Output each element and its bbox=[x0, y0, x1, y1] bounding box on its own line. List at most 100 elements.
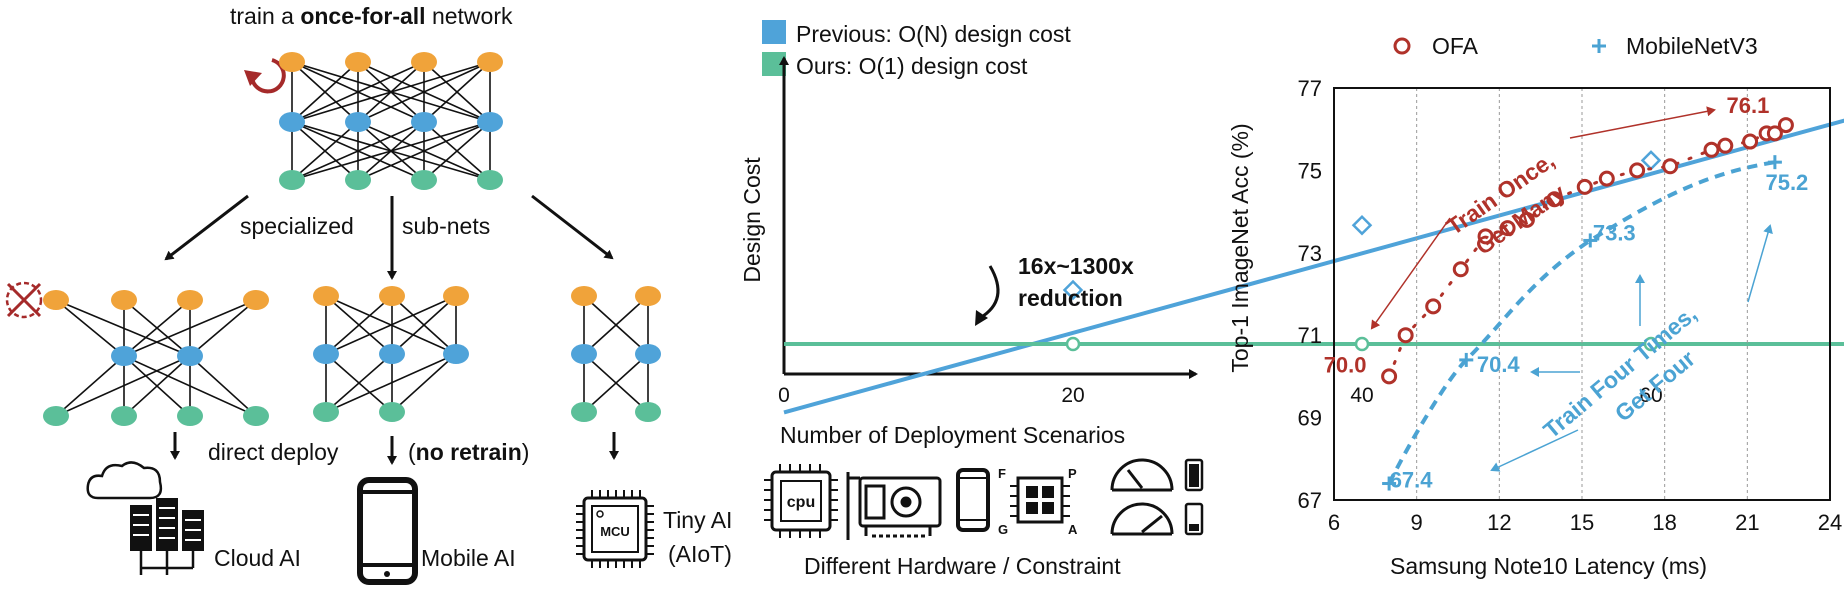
subnet-medium-edge bbox=[325, 295, 457, 355]
reduction-label-line1: 16x~1300x bbox=[1018, 253, 1134, 279]
subnet-large-node bbox=[43, 406, 69, 426]
legend-ofa-label: OFA bbox=[1432, 33, 1479, 59]
ofa-net-edge bbox=[291, 61, 425, 123]
subnet-large-edge bbox=[55, 299, 125, 357]
ofa-net-node bbox=[279, 170, 305, 190]
ofa-point bbox=[1662, 158, 1679, 175]
subnet-medium-node bbox=[443, 344, 469, 364]
mbv3-series-line bbox=[1387, 160, 1776, 485]
x-tick-label: 20 bbox=[1061, 384, 1084, 407]
subnet-medium-node bbox=[443, 286, 469, 306]
subnet-large-edges bbox=[55, 299, 257, 417]
subnets-label: sub-nets bbox=[402, 213, 490, 239]
subnet-small-edge bbox=[583, 295, 649, 355]
legend-mbv3-label: MobileNetV3 bbox=[1626, 33, 1758, 59]
ofa-net-node bbox=[477, 52, 503, 72]
accuracy-ylabel: Top-1 ImageNet Acc (%) bbox=[1227, 123, 1253, 372]
subnet-large-edge bbox=[123, 355, 191, 417]
previous-point bbox=[1062, 279, 1084, 301]
subnet-large-node bbox=[111, 406, 137, 426]
subnet-small-node bbox=[571, 286, 597, 306]
ofa-net-edges bbox=[291, 61, 491, 181]
ours-point bbox=[1354, 336, 1370, 352]
fpga-letter-g: G bbox=[998, 522, 1008, 537]
x-tick-label: 9 bbox=[1411, 510, 1423, 535]
left-panel: train a once-for-all network specialized… bbox=[5, 3, 732, 585]
ofa-net-node bbox=[279, 112, 305, 132]
previous-point bbox=[1351, 214, 1373, 236]
fpga-letter-f: F bbox=[998, 466, 1006, 481]
x-tick-label: 6 bbox=[1328, 510, 1340, 535]
x-tick-label: 40 bbox=[1350, 384, 1373, 407]
cpu-chip-label: cpu bbox=[787, 494, 815, 511]
ofa-point bbox=[1742, 133, 1759, 150]
subnet-large-edge bbox=[189, 299, 257, 357]
ours-point bbox=[1643, 336, 1659, 352]
ofa-net-edge bbox=[423, 61, 491, 123]
plot-frame bbox=[1333, 87, 1831, 501]
ofa-point bbox=[1397, 327, 1414, 344]
x-tick-label: 15 bbox=[1570, 510, 1594, 535]
ofa-net-edge bbox=[291, 61, 359, 123]
x-tick-label: 18 bbox=[1652, 510, 1676, 535]
pruned-icon bbox=[5, 281, 43, 319]
ofa-net-node bbox=[411, 112, 437, 132]
ofa-net-node bbox=[345, 170, 371, 190]
ofa-point bbox=[1717, 137, 1734, 154]
subnet-large-node bbox=[111, 346, 137, 366]
subnet-medium-edge bbox=[325, 295, 393, 355]
fpga-letter-p: P bbox=[1068, 466, 1077, 481]
subnet-large-edge bbox=[55, 355, 125, 417]
subnet-medium-edge bbox=[325, 353, 457, 413]
accuracy-latency-chart: 6 9 12 15 18 21 2467697173757770.076.167.470.4… bbox=[1298, 76, 1843, 535]
tiny-ai-label: Tiny AI bbox=[663, 507, 732, 533]
phone-icon bbox=[357, 477, 418, 585]
ofa-point bbox=[1703, 141, 1720, 158]
specialized-label: specialized bbox=[240, 213, 354, 239]
deploy-label: direct deploy bbox=[208, 439, 339, 465]
right-panel: OFA MobileNetV3 6 9 12 15 18 21 24676971737577… bbox=[1227, 33, 1842, 579]
subnet-medium-edge bbox=[391, 295, 457, 355]
ofa-series-line bbox=[1387, 123, 1788, 378]
subnet-medium-edge bbox=[391, 353, 457, 413]
subnet-large bbox=[43, 290, 269, 426]
subnet-medium-node bbox=[379, 402, 405, 422]
train-once-arrow-down bbox=[1370, 217, 1451, 330]
subnet-large-node bbox=[177, 406, 203, 426]
ofa-net-node bbox=[411, 170, 437, 190]
y-tick-label: 69 bbox=[1298, 406, 1322, 431]
point-label: 76.1 bbox=[1726, 93, 1769, 118]
ofa-point bbox=[1477, 228, 1494, 245]
subnet-large-edge bbox=[123, 299, 257, 357]
ofa-net-node bbox=[345, 112, 371, 132]
x-tick-label: 12 bbox=[1487, 510, 1511, 535]
ofa-net-edge bbox=[357, 121, 491, 181]
subnet-medium bbox=[313, 286, 469, 422]
point-label: 75.2 bbox=[1765, 170, 1808, 195]
gpu-icon bbox=[846, 472, 942, 540]
ofa-point bbox=[1452, 261, 1469, 278]
subnet-large-edge bbox=[55, 299, 191, 357]
training-cycle-arrowhead-icon bbox=[244, 70, 262, 86]
x-tick-label: 24 bbox=[1818, 510, 1842, 535]
subnet-large-node bbox=[111, 290, 137, 310]
legend-ofa-marker bbox=[1393, 37, 1411, 55]
arrow-to-subnet-small bbox=[531, 194, 614, 260]
subnet-small-node bbox=[571, 344, 597, 364]
subnet-large-node bbox=[177, 346, 203, 366]
ofa-net-node bbox=[279, 52, 305, 72]
point-label: 67.4 bbox=[1390, 468, 1434, 493]
ofa-net-edge bbox=[357, 61, 491, 123]
point-label: 73.3 bbox=[1593, 220, 1636, 245]
ofa-net-edge bbox=[291, 121, 425, 181]
point-label: 70.4 bbox=[1477, 352, 1521, 377]
ofa-point bbox=[1518, 211, 1535, 228]
ofa-net-edge bbox=[291, 121, 359, 181]
subnet-medium-edge bbox=[325, 353, 393, 413]
previous-series-line bbox=[783, 118, 1844, 415]
subnet-large-node bbox=[243, 406, 269, 426]
legend-mbv3-marker bbox=[1592, 39, 1606, 53]
latency-xlabel: Samsung Note10 Latency (ms) bbox=[1390, 553, 1707, 579]
subnet-small-node bbox=[635, 402, 661, 422]
